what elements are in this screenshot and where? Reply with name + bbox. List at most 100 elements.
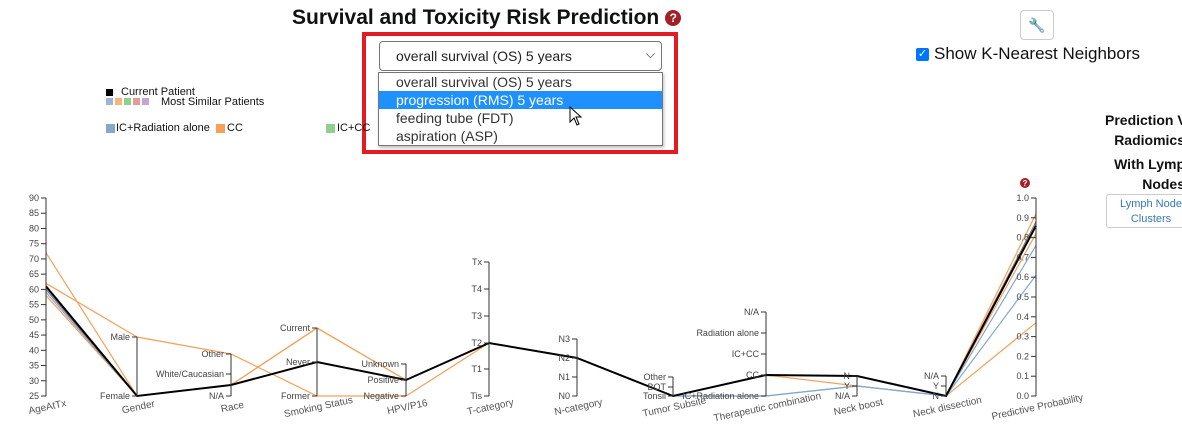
axis-tick-label: 50	[29, 315, 39, 325]
legend-swatch-ic-radiation	[106, 124, 115, 133]
axis-tick-label: 55	[29, 300, 39, 310]
axis-tick-label: IC+CC	[732, 349, 760, 359]
right-panel-title: Prediction V Radiomics	[1105, 110, 1182, 150]
right-panel-title-line: Radiomics	[1114, 132, 1182, 148]
axis-tick-label: Radiation alone	[696, 328, 759, 338]
axis-tick-label: 40	[29, 345, 39, 355]
axis-tick-label: Male	[110, 332, 130, 342]
cluster-button-line: Clusters	[1130, 213, 1172, 225]
knn-checkbox[interactable]: ✓	[916, 47, 929, 61]
axis-tick-label: N1	[558, 372, 570, 382]
svg-text:?: ?	[1023, 179, 1028, 188]
wrench-icon[interactable]: 🔧	[1020, 10, 1054, 40]
page-title-text: Survival and Toxicity Risk Prediction	[292, 6, 660, 29]
axis-tick-label: 60	[29, 284, 39, 294]
axis-tick-label: 0.2	[1016, 351, 1029, 361]
highlight-box	[362, 32, 678, 154]
axis-tick-label: T2	[471, 338, 482, 348]
knn-label: Show K-Nearest Neighbors	[934, 44, 1140, 63]
dropdown-option[interactable]: overall survival (OS) 5 years	[396, 74, 572, 90]
legend-similar-patients: Most Similar Patients	[161, 96, 265, 108]
axis-title[interactable]: Gender	[121, 399, 157, 417]
knn-toggle[interactable]: ✓ Show K-Nearest Neighbors	[916, 44, 1140, 64]
outcome-select-value: overall survival (OS) 5 years	[396, 48, 572, 64]
axis-tick-label: 0.9	[1016, 213, 1029, 223]
axis-tick-label: N/A	[835, 391, 850, 401]
axis-tick-label: N/A	[209, 391, 224, 401]
legend-group-ic-radiation: IC+Radiation alone	[116, 122, 210, 134]
axis-tick-label: Y	[844, 381, 850, 391]
chevron-down-icon: ⌵	[645, 47, 655, 61]
axis-tick-label: T4	[471, 284, 482, 294]
axis-tick-label: 0.7	[1016, 252, 1029, 262]
axis-tick-label: N/A	[924, 371, 939, 381]
dropdown-option-highlighted[interactable]: progression (RMS) 5 years	[379, 91, 662, 109]
axis-tick-label: 0.1	[1016, 371, 1029, 381]
axis-tick-label: BOT	[647, 382, 666, 392]
plot-help-icon[interactable]: ?	[1020, 178, 1030, 188]
axis-tick-label: 30	[29, 376, 39, 386]
axis-tick-label: 90	[29, 193, 39, 203]
right-panel-subtitle: With Lymp Nodes	[1105, 154, 1182, 194]
axis-tick-label: Tx	[472, 257, 482, 267]
axis-tick-label: N3	[558, 334, 570, 344]
legend-swatch-ic-cc	[326, 124, 335, 133]
axis-tick-label: T3	[471, 311, 482, 321]
cluster-button-line: Lymph Node	[1120, 198, 1182, 210]
axis-tick-label: 80	[29, 223, 39, 233]
page-title: Survival and Toxicity Risk Prediction ?	[292, 6, 682, 30]
patient-line[interactable]	[45, 295, 1037, 397]
axis-tick-label: Current	[280, 323, 311, 333]
axis-tick-label: 1.0	[1016, 193, 1029, 203]
right-panel-title-line: Prediction V	[1105, 112, 1182, 128]
axis-tick-label: Female	[100, 391, 130, 401]
axis-tick-label: Negative	[363, 391, 399, 401]
axis-tick-label: T1	[471, 364, 482, 374]
axis-tick-label: Other	[201, 349, 224, 359]
axis-tick-label: 65	[29, 269, 39, 279]
axis-tick-label: 25	[29, 391, 39, 401]
legend-swatch-similar	[115, 98, 122, 105]
axis-tick-label: IC+Radiation alone	[682, 391, 759, 401]
dropdown-option[interactable]: aspiration (ASP)	[396, 128, 498, 144]
axis-gender: Female Male Gender	[100, 332, 157, 416]
axis-tick-label: N/A	[744, 307, 759, 317]
help-icon[interactable]: ?	[665, 10, 682, 26]
axis-title[interactable]: Race	[220, 400, 246, 416]
outcome-dropdown-list: overall survival (OS) 5 years progressio…	[378, 72, 663, 146]
axis-tick-label: Y	[933, 381, 939, 391]
legend-current-patient: Current Patient	[121, 86, 195, 98]
legend-swatch-current	[106, 89, 113, 96]
axis-tick-label: Positive	[367, 375, 399, 385]
outcome-select[interactable]: overall survival (OS) 5 years ⌵	[379, 41, 662, 71]
axis-tick-label: 0.8	[1016, 233, 1029, 243]
axis-race: N/A White/Caucasian Other Race	[156, 349, 246, 415]
axis-tick-label: 0.6	[1016, 272, 1029, 282]
axis-title[interactable]: Predictive Probability	[991, 392, 1085, 422]
axis-tick-label: Tonsil	[643, 391, 666, 401]
legend-swatch-cc	[216, 124, 225, 133]
axis-tick-label: 70	[29, 254, 39, 264]
legend-swatch-similar	[142, 98, 149, 105]
mouse-cursor-icon	[569, 106, 583, 126]
axis-tick-label: N	[933, 391, 940, 401]
legend-swatch-similar	[124, 98, 131, 105]
axis-tick-label: Other	[643, 372, 666, 382]
axis-tick-label: Never	[286, 357, 310, 367]
axis-tick-label: 0.5	[1016, 292, 1029, 302]
axis-tick-label: N	[844, 371, 851, 381]
axis-title[interactable]: Neck dissection	[912, 395, 983, 420]
axis-tick-label: N2	[558, 353, 570, 363]
legend-swatch-similar	[133, 98, 140, 105]
lymph-node-clusters-button[interactable]: Lymph Node Clusters	[1106, 194, 1182, 228]
parallel-coordinates-plot: 2530354045505560657075808590AgeAtTxFemal…	[28, 178, 1085, 424]
axis-tick-label: 35	[29, 361, 39, 371]
axis-tick-label: Former	[281, 391, 310, 401]
patient-line[interactable]	[45, 225, 1037, 398]
dropdown-option[interactable]: feeding tube (FDT)	[396, 110, 514, 126]
legend-group-ic-cc: IC+CC	[337, 122, 371, 134]
right-panel-subtitle-line: With Lymp	[1114, 156, 1182, 172]
